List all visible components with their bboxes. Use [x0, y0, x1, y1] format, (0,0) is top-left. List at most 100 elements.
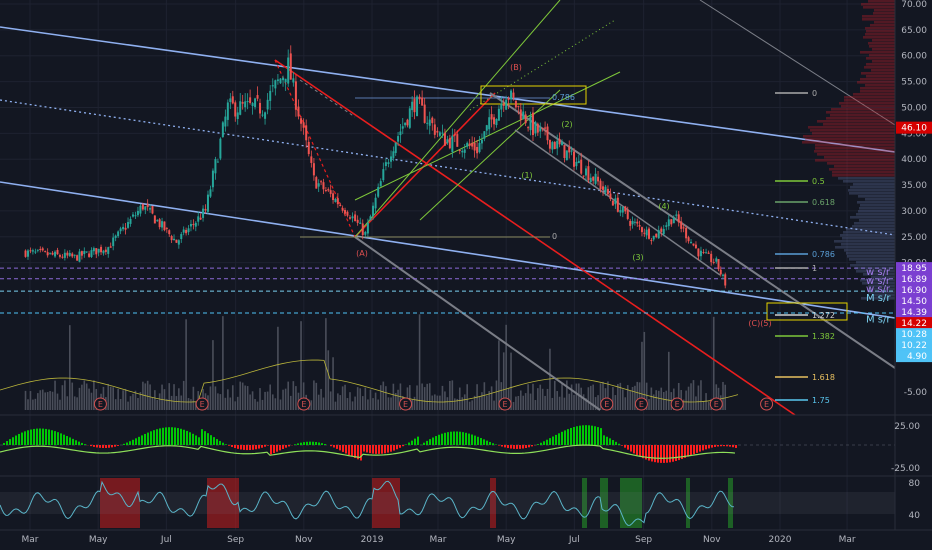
candle-body — [85, 251, 88, 253]
volume-profile-bar — [864, 66, 895, 69]
volume-bar — [361, 396, 364, 410]
volume-profile-bar — [853, 183, 895, 186]
volume-bar — [356, 387, 359, 410]
volume-profile-bar — [868, 291, 895, 294]
candle-body — [497, 108, 500, 121]
candle-body — [322, 182, 325, 190]
volume-bar — [629, 390, 632, 410]
candle-body — [241, 102, 244, 104]
macd-histogram-bar — [336, 445, 338, 449]
candle-body — [334, 198, 337, 202]
candle-body — [224, 116, 227, 127]
candle-body — [589, 177, 592, 183]
macd-histogram-bar — [726, 445, 728, 447]
candle-body — [507, 98, 510, 100]
candlestick-series[interactable] — [24, 45, 727, 289]
volume-bar — [587, 387, 590, 410]
volume-bar — [227, 389, 229, 410]
volume-bar — [73, 396, 76, 410]
x-tick-label: Mar — [429, 535, 446, 545]
candle-body — [175, 239, 178, 243]
candle-body — [39, 248, 42, 251]
macd-histogram-bar — [45, 428, 47, 445]
volume-bar — [51, 391, 54, 410]
candle-body — [500, 103, 503, 110]
candle-body — [575, 161, 578, 167]
macd-histogram-bar — [234, 445, 236, 449]
volume-bar — [409, 385, 411, 410]
macd-histogram-bar — [90, 445, 92, 447]
macd-histogram-bar — [18, 433, 20, 445]
candle-body — [468, 143, 471, 146]
volume-bar — [546, 388, 549, 410]
candle-body — [471, 142, 474, 147]
wave-label: (A) — [356, 249, 368, 258]
volume-bar — [454, 398, 456, 410]
macd-histogram-bar — [360, 445, 362, 461]
candle-body — [636, 221, 639, 224]
volume-bar — [498, 340, 500, 410]
volume-bar — [81, 384, 83, 410]
macd-histogram-bar — [186, 430, 188, 445]
macd-histogram-bar — [372, 445, 374, 454]
volume-bar — [317, 394, 320, 410]
macd-histogram-bar — [615, 441, 617, 445]
candle-body — [441, 132, 444, 134]
macd-histogram-bar — [150, 431, 152, 445]
volume-profile-bar — [803, 135, 895, 138]
volume-bar — [302, 382, 305, 410]
earnings-marker-label: E — [403, 400, 408, 409]
candle-body — [219, 138, 222, 159]
price-badge-text: -5.00 — [904, 388, 928, 398]
macd-line — [0, 444, 736, 459]
volume-profile-bar — [869, 54, 895, 57]
macd-histogram-bar — [264, 445, 266, 447]
macd-histogram-bar — [270, 445, 272, 455]
volume-profile-bar — [841, 243, 895, 246]
candle-body — [189, 223, 192, 227]
volume-profile-bar — [863, 273, 895, 276]
volume-bar — [638, 382, 641, 410]
volume-bar — [279, 399, 282, 410]
volume-bar — [339, 395, 342, 410]
volume-bar — [466, 384, 468, 410]
candle-body — [443, 132, 446, 146]
fib-right-label: 1 — [812, 264, 817, 273]
candle-body — [611, 200, 614, 206]
volume-bar — [446, 397, 449, 410]
macd-histogram-bar — [177, 428, 179, 445]
volume-bar — [327, 350, 330, 410]
candle-body — [584, 168, 587, 176]
wave-label: (2) — [561, 120, 572, 129]
candle-body — [221, 122, 224, 137]
macd-histogram-bar — [24, 431, 26, 445]
macd-histogram-bar — [228, 445, 230, 446]
candle-body — [551, 142, 554, 150]
candle-body — [104, 249, 107, 252]
volume-profile-bar — [839, 102, 895, 105]
candle-body — [408, 108, 411, 128]
volume-bar — [154, 390, 156, 410]
earnings-marker-label: E — [503, 400, 508, 409]
volume-bar — [76, 397, 78, 410]
macd-histogram-bar — [639, 445, 641, 457]
candle-body — [379, 181, 382, 187]
candle-body — [26, 250, 29, 257]
candle-body — [710, 253, 713, 263]
candle-body — [466, 142, 469, 147]
volume-profile-bar — [846, 252, 895, 255]
candle-body — [256, 95, 259, 99]
volume-profile-bar — [858, 210, 895, 213]
candle-body — [638, 225, 641, 227]
candle-body — [609, 193, 612, 199]
macd-histogram-bar — [393, 445, 395, 451]
macd-histogram-bar — [108, 445, 110, 448]
volume-profile-bar — [868, 42, 895, 45]
macd-histogram-bar — [195, 435, 197, 445]
candle-body — [354, 214, 357, 221]
volume-bar — [320, 388, 322, 410]
macd-histogram-bar — [702, 445, 704, 451]
volume-bar — [185, 319, 187, 410]
candle-body — [127, 222, 130, 228]
